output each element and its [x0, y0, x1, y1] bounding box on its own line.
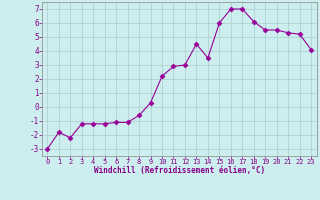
X-axis label: Windchill (Refroidissement éolien,°C): Windchill (Refroidissement éolien,°C) [94, 166, 265, 175]
